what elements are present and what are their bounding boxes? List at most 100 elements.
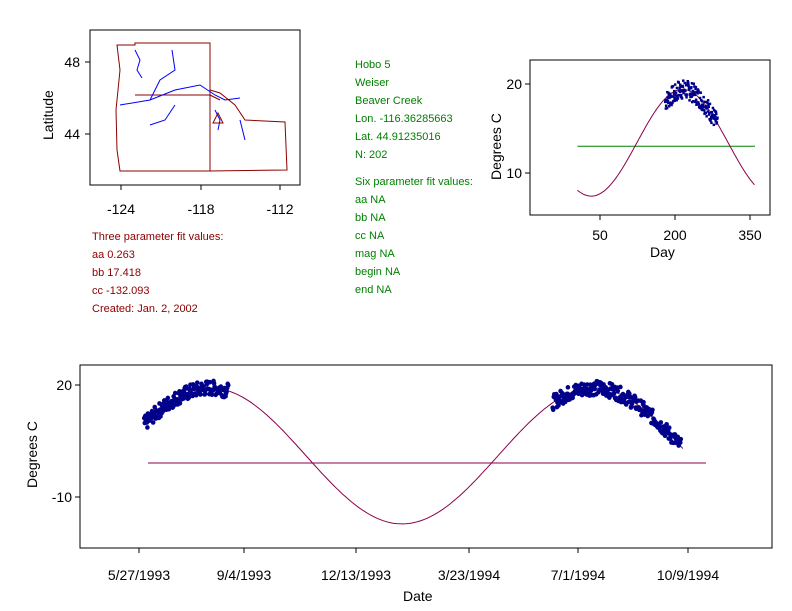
date-data-point <box>565 385 571 390</box>
three-param-aa: aa 0.263 <box>92 249 135 261</box>
site-lon: Lon. -116.36285663 <box>355 113 453 125</box>
date-data-point <box>193 393 199 398</box>
site-stream: Beaver Creek <box>355 95 423 107</box>
day-data-point <box>675 98 678 102</box>
day-data-point <box>706 110 710 113</box>
day-data-point <box>679 83 682 86</box>
day-data-point <box>672 99 675 103</box>
day-data-point <box>665 106 669 110</box>
day-data-point <box>698 96 702 100</box>
three-param-title: Three parameter fit values: <box>92 231 224 243</box>
day-data-point <box>716 116 719 119</box>
day-data-point <box>688 99 691 102</box>
date-data-point <box>618 384 623 390</box>
day-data-point <box>709 119 712 122</box>
day-data-point <box>697 89 700 93</box>
day-data-point <box>669 95 673 99</box>
day-data-point <box>670 103 673 107</box>
date-data-point <box>650 407 655 413</box>
day-data-point <box>688 88 691 92</box>
day-data-point <box>714 115 717 118</box>
day-data-point <box>667 91 670 95</box>
day-data-point <box>707 105 710 109</box>
day-data-point <box>709 117 713 121</box>
date-data-point <box>207 379 213 385</box>
date-data-point <box>556 403 561 408</box>
date-data-point <box>678 436 684 442</box>
date-data-point <box>611 391 617 396</box>
date-data-point <box>194 380 200 385</box>
map-xtick-label: -118 <box>188 201 215 217</box>
day-data-point <box>694 87 697 91</box>
day-data-point <box>695 103 698 106</box>
date-fit-curve <box>143 387 684 525</box>
day-data-point <box>668 96 671 100</box>
date-xtick-label: 10/9/1994 <box>657 567 719 583</box>
day-data-point <box>681 85 685 88</box>
day-data-point <box>700 100 704 103</box>
day-data-point <box>685 83 689 87</box>
day-data-point <box>690 86 693 89</box>
day-data-point <box>674 93 677 97</box>
date-plot: 5/27/1993 9/4/1993 12/13/1993 3/23/1994 7/1/… <box>52 364 773 583</box>
day-data-point <box>672 95 675 98</box>
day-data-point <box>677 81 680 84</box>
date-xtick-label: 3/23/1994 <box>438 567 500 583</box>
day-xtick-label: 350 <box>738 227 762 243</box>
day-data-point <box>715 112 718 116</box>
day-data-point <box>689 92 692 95</box>
day-data-point <box>671 85 675 88</box>
day-data-point <box>686 80 690 84</box>
date-data-point <box>172 390 178 396</box>
date-data-point <box>202 391 208 396</box>
day-data-point <box>703 108 706 112</box>
date-data-point <box>550 407 556 413</box>
day-data-point <box>706 101 709 105</box>
day-data-point <box>711 106 715 110</box>
date-data-point <box>560 391 565 396</box>
day-data-point <box>687 86 691 90</box>
day-data-point <box>673 89 676 93</box>
date-data-point <box>225 382 231 388</box>
day-data-point <box>680 97 684 100</box>
day-data-point <box>673 83 677 86</box>
day-xtick-label: 200 <box>663 227 687 243</box>
day-data-point <box>666 99 670 103</box>
day-data-point <box>704 105 708 108</box>
day-data-point <box>671 101 674 105</box>
day-data-point <box>687 82 690 85</box>
site-lat: Lat. 44.91235016 <box>355 131 441 143</box>
date-data-point <box>209 392 215 398</box>
day-fit-curve <box>577 88 755 197</box>
map-ytick-label: 48 <box>64 54 80 70</box>
day-data-point <box>667 101 670 105</box>
site-basin: Weiser <box>355 77 390 89</box>
day-data-point <box>707 113 711 116</box>
day-data-point <box>714 110 718 113</box>
six-param-title: Six parameter fit values: <box>355 176 473 188</box>
day-data-point <box>687 84 690 88</box>
day-data-point <box>705 115 708 118</box>
state-boundaries <box>115 42 288 172</box>
day-xlabel: Day <box>650 244 675 260</box>
day-data-point <box>685 96 688 99</box>
day-data-point <box>701 108 704 112</box>
day-data-point <box>698 105 701 108</box>
map-frame <box>89 29 301 186</box>
day-data-point <box>666 96 669 99</box>
day-data-point <box>664 104 668 108</box>
day-data-point <box>702 95 705 99</box>
day-plot: 50 200 350 20 10 <box>506 59 771 243</box>
day-data-point <box>690 95 693 98</box>
day-ytick-label: 20 <box>506 76 522 92</box>
day-data-point <box>710 121 713 125</box>
date-data-point <box>592 386 597 392</box>
day-data-point <box>708 111 711 115</box>
day-data-point <box>707 103 710 107</box>
map-ylabel: Latitude <box>40 90 56 140</box>
rivers <box>119 49 246 141</box>
day-xtick-label: 50 <box>592 227 608 243</box>
day-data-point <box>696 92 699 95</box>
day-data-point <box>672 92 676 95</box>
six-param-begin: begin NA <box>355 266 401 278</box>
